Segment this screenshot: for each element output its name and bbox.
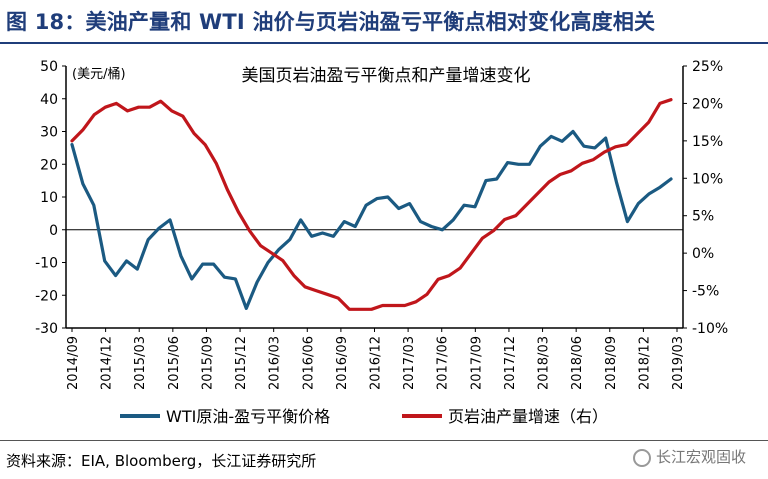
- x-tick-label: 2016/03: [268, 336, 283, 390]
- left-tick-label: -20: [35, 288, 58, 304]
- left-tick-label: 50: [40, 59, 58, 75]
- title-rule: [0, 42, 768, 44]
- x-tick-label: 2016/09: [335, 336, 350, 390]
- x-tick-label: 2014/09: [66, 336, 81, 390]
- line-chart: 50 40 30 20 10 0 -10 -20 -30 25% 20% 15% 10% 5% 0% -5% -…: [35, 59, 728, 426]
- x-tick-label: 2018/12: [637, 336, 652, 390]
- left-tick-label: 40: [40, 92, 58, 108]
- right-tick-label: 25%: [692, 59, 723, 75]
- x-tick-label: 2014/12: [100, 336, 115, 390]
- x-tick-label: 2018/06: [570, 336, 585, 390]
- x-tick-label: 2016/12: [369, 336, 384, 390]
- left-tick-label: 30: [40, 125, 58, 141]
- bottom-rule: [0, 440, 768, 441]
- x-tick-label: 2017/12: [503, 336, 518, 390]
- source-note: 资料来源：EIA, Bloomberg，长江证券研究所: [6, 452, 317, 470]
- legend-label: WTI原油-盈亏平衡价格: [166, 407, 330, 426]
- watermark: 长江宏观固收: [632, 446, 746, 467]
- right-tick-label: 0%: [692, 246, 714, 262]
- x-tick-label: 2017/03: [402, 336, 417, 390]
- x-tick-label: 2017/09: [469, 336, 484, 390]
- x-tick-label: 2018/09: [604, 336, 619, 390]
- right-tick-label: 20%: [692, 96, 723, 112]
- left-tick-label: -10: [35, 256, 58, 272]
- legend-label: 页岩油产量增速（右）: [448, 407, 608, 426]
- x-tick-label: 2015/12: [234, 336, 249, 390]
- wechat-icon: [632, 448, 651, 467]
- x-tick-label: 2015/06: [167, 336, 182, 390]
- x-tick-label: 2019/03: [671, 336, 686, 390]
- right-tick-label: 15%: [692, 134, 723, 150]
- x-tick-label: 2017/06: [436, 336, 451, 390]
- right-tick-label: 5%: [692, 209, 714, 225]
- series-line-wti-breakeven-spread: [70, 129, 673, 310]
- x-tick-label: 2015/03: [133, 336, 148, 390]
- right-tick-label: -5%: [692, 284, 719, 300]
- x-tick-label: 2018/03: [537, 336, 552, 390]
- series-line-shale-output-growth: [70, 98, 673, 311]
- left-axis-unit: (美元/桶): [72, 67, 126, 82]
- right-tick-label: -10%: [692, 321, 728, 337]
- right-tick-label: 10%: [692, 171, 723, 187]
- left-tick-label: 10: [40, 190, 58, 206]
- chart-title: 美国页岩油盈亏平衡点和产量增速变化: [242, 66, 531, 86]
- figure-title: 图 18：美油产量和 WTI 油价与页岩油盈亏平衡点相对变化高度相关: [6, 10, 656, 34]
- x-tick-label: 2016/06: [301, 336, 316, 390]
- x-tick-label: 2015/09: [200, 336, 215, 390]
- left-tick-label: 20: [40, 157, 58, 173]
- left-tick-label: -30: [35, 321, 58, 337]
- watermark-text: 长江宏观固收: [655, 448, 746, 466]
- left-tick-label: 0: [49, 223, 58, 239]
